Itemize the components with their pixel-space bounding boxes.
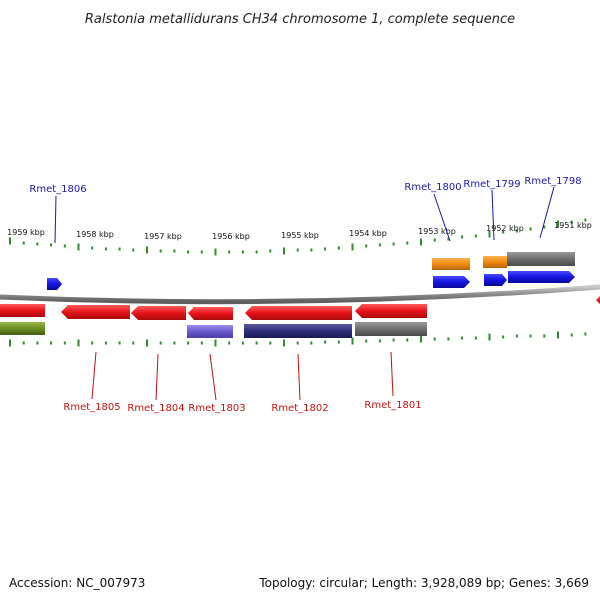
gene-rmet-1800-cds[interactable]: [432, 258, 470, 270]
tick-label: 1955 kbp: [281, 231, 319, 240]
gene-rmet-1806-neighbor-arrow[interactable]: [0, 304, 45, 317]
tick-label: 1957 kbp: [144, 232, 182, 241]
forward-gene-labels: Rmet_1806 Rmet_1800 Rmet_1799 Rmet_1798: [29, 176, 582, 244]
gene-rmet-1806-neighbor-cds[interactable]: [0, 322, 45, 335]
reverse-strand-features: [0, 296, 600, 338]
accession-text: Accession: NC_007973: [9, 576, 146, 590]
tick-labels: 1959 kbp 1958 kbp 1957 kbp 1956 kbp 1955…: [7, 221, 592, 241]
tick-label: 1956 kbp: [212, 232, 250, 241]
outer-tick-track: [9, 218, 587, 256]
gene-rmet-1799-cds[interactable]: [483, 256, 507, 268]
gene-rmet-1801-cds[interactable]: [355, 322, 427, 336]
forward-strand-features: [47, 252, 575, 290]
leader-line: [54, 195, 57, 244]
offscreen-feature-arrow[interactable]: [596, 296, 600, 304]
tick-label: 1954 kbp: [349, 229, 387, 238]
gene-rmet-1802-arrow[interactable]: [245, 306, 352, 320]
gene-label-rmet-1803[interactable]: Rmet_1803: [188, 403, 245, 414]
gene-label-rmet-1806[interactable]: Rmet_1806: [29, 184, 86, 195]
leader-line: [209, 353, 217, 401]
reverse-gene-labels: Rmet_1805 Rmet_1804 Rmet_1803 Rmet_1802 …: [63, 351, 422, 414]
gene-label-rmet-1798[interactable]: Rmet_1798: [524, 176, 581, 187]
leader-line: [91, 351, 97, 400]
gene-label-rmet-1804[interactable]: Rmet_1804: [127, 403, 184, 414]
gene-label-rmet-1802[interactable]: Rmet_1802: [271, 403, 328, 414]
leader-line: [539, 186, 555, 239]
gene-rmet-1803-cds[interactable]: [187, 325, 233, 338]
gene-label-rmet-1801[interactable]: Rmet_1801: [364, 400, 421, 411]
tick-label: 1959 kbp: [7, 228, 45, 237]
leader-line: [297, 353, 301, 401]
gene-rmet-1805-arrow[interactable]: [61, 305, 130, 319]
gene-label-rmet-1799[interactable]: Rmet_1799: [463, 179, 520, 190]
inner-tick-track: [9, 331, 587, 347]
gene-rmet-1801-arrow[interactable]: [355, 304, 427, 318]
gene-rmet-1804-arrow[interactable]: [131, 306, 186, 320]
gene-label-rmet-1800[interactable]: Rmet_1800: [404, 182, 461, 193]
leader-line: [491, 189, 495, 241]
genome-summary-text: Topology: circular; Length: 3,928,089 bp…: [259, 576, 589, 590]
tick-label: 1958 kbp: [76, 230, 114, 239]
tick-label: 1951 kbp: [554, 221, 592, 230]
leader-line: [433, 193, 451, 242]
gene-rmet-1806-arrow[interactable]: [47, 278, 62, 290]
gene-rmet-1798-arrow[interactable]: [508, 271, 575, 283]
gene-rmet-1800-arrow[interactable]: [433, 276, 470, 288]
leader-line: [390, 351, 394, 397]
chromosome-backbone: [0, 284, 600, 305]
tick-label: 1952 kbp: [486, 224, 524, 233]
gene-rmet-1803-arrow[interactable]: [188, 307, 233, 320]
gene-rmet-1802-cds[interactable]: [244, 324, 352, 338]
gene-rmet-1799-arrow[interactable]: [484, 274, 507, 286]
gene-rmet-1798-cds[interactable]: [507, 252, 575, 266]
map-title: Ralstonia metallidurans CH34 chromosome …: [85, 12, 515, 27]
tick-label: 1953 kbp: [418, 227, 456, 236]
gene-label-rmet-1805[interactable]: Rmet_1805: [63, 402, 120, 413]
leader-line: [155, 353, 159, 401]
